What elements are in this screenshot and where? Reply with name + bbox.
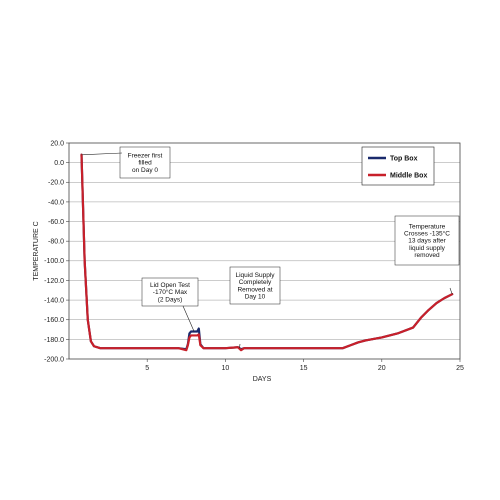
x-tick-label: 20	[378, 365, 386, 372]
legend-box	[361, 146, 435, 186]
annotation-leader-line	[449, 287, 453, 295]
annotation-text-line: on Day 0	[132, 167, 158, 174]
grid	[69, 162, 460, 340]
annotation-text-line: Lid Open Test	[150, 282, 190, 289]
annotation-text-line: Crosses -135°C	[404, 230, 450, 238]
y-tick-label: -160.0	[44, 317, 64, 324]
y-axis-ticks: 20.0 0.0 -20.0 -40.0 -60.0 -80.0 -100.0 -120.0 -…	[44, 140, 69, 363]
annotation-text-line: Removed at	[237, 286, 272, 293]
annotation-text-line: liquid supply	[409, 245, 446, 252]
legend-label: Top Box	[390, 156, 418, 163]
y-tick-label: -140.0	[44, 297, 64, 304]
x-tick-label: 10	[222, 365, 230, 372]
y-tick-label: -180.0	[44, 337, 64, 344]
x-tick-label: 5	[145, 365, 149, 372]
annotation-text-line: Liquid Supply	[235, 272, 275, 279]
x-tick-label: 15	[300, 365, 308, 372]
annotation-text-line: (2 Days)	[158, 296, 183, 303]
annotation-leader-line	[239, 343, 241, 349]
y-tick-label: -200.0	[44, 356, 64, 363]
annotation-text-line: -170°C Max	[153, 288, 188, 296]
annotation-box	[229, 266, 281, 305]
y-tick-label: -100.0	[44, 258, 64, 265]
x-axis-title: DAYS	[253, 376, 272, 383]
annotation-box	[119, 146, 171, 179]
y-tick-label: 0.0	[54, 160, 64, 167]
annotation-leader-line	[81, 152, 123, 156]
series-line-middle-box	[80, 153, 454, 352]
y-tick-label: -80.0	[48, 239, 64, 246]
y-tick-label: -120.0	[44, 278, 64, 285]
annotation-text-line: Completely	[239, 279, 272, 286]
annotation-leader-line	[182, 305, 195, 332]
legend-label: Middle Box	[390, 173, 427, 180]
y-tick-label: -40.0	[48, 199, 64, 206]
annotation-text-line: Temperature	[409, 223, 446, 230]
y-tick-label: -20.0	[48, 180, 64, 187]
annotation-text-line: removed	[414, 252, 440, 259]
y-tick-label: 20.0	[50, 140, 64, 147]
x-tick-label: 25	[456, 365, 464, 372]
annotation-text-line: Day 10	[245, 294, 266, 301]
annotation-box	[394, 215, 460, 266]
y-axis-title: TEMPERATURE C	[33, 221, 40, 280]
plot-area-border	[68, 142, 461, 360]
annotation-text-line: filled	[138, 160, 152, 167]
x-axis-ticks: 5 10 15 20 25	[145, 359, 464, 372]
annotation-text-line: 13 days after	[408, 238, 446, 245]
y-tick-label: -60.0	[48, 219, 64, 226]
annotation-box	[141, 277, 199, 307]
legend: Top Box Middle Box	[361, 146, 435, 186]
annotation-text-line: Freezer first	[128, 153, 163, 160]
series-lines	[80, 153, 454, 352]
annotation-2: Lid Open Test-170°C Max(2 Days)	[141, 277, 199, 332]
